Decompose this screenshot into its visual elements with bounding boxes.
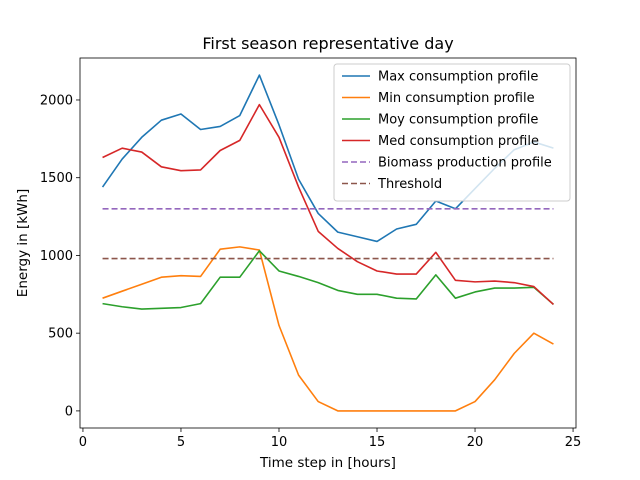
series-line-3 <box>102 249 554 310</box>
series-line-4 <box>102 103 554 306</box>
legend: Max consumption profile Min consumption p… <box>333 63 571 202</box>
y-tick-label: 2000 <box>40 93 73 108</box>
plot-frame <box>79 57 577 429</box>
legend-label-6: Threshold <box>377 177 442 192</box>
y-tick-label: 0 <box>65 404 73 419</box>
y-tick-label: 1000 <box>40 249 73 264</box>
legend-box <box>333 63 571 202</box>
legend-label-2: Min consumption profile <box>378 91 535 106</box>
x-axis-label: Time step in [hours] <box>259 455 396 471</box>
series-line-2 <box>102 246 554 412</box>
legend-label-3: Moy consumption profile <box>378 113 538 128</box>
x-tick-label: 10 <box>271 435 288 450</box>
x-tick-label: 5 <box>177 435 185 450</box>
y-tick-label: 1500 <box>40 171 73 186</box>
legend-label-5: Biomass production profile <box>378 156 552 171</box>
legend-label-4: Med consumption profile <box>378 134 539 149</box>
x-tick-label: 15 <box>369 435 386 450</box>
y-tick-label: 500 <box>48 327 73 342</box>
axes-layer: 0 5 10 15 20 25 0 500 1000 1500 2000 <box>40 93 581 450</box>
x-tick-label: 25 <box>565 435 582 450</box>
x-tick-label: 0 <box>79 435 87 450</box>
x-tick-label: 20 <box>467 435 484 450</box>
chart-title: First season representative day <box>202 34 453 53</box>
y-axis-label: Energy in [kWh] <box>15 189 31 297</box>
legend-label-1: Max consumption profile <box>378 70 538 85</box>
